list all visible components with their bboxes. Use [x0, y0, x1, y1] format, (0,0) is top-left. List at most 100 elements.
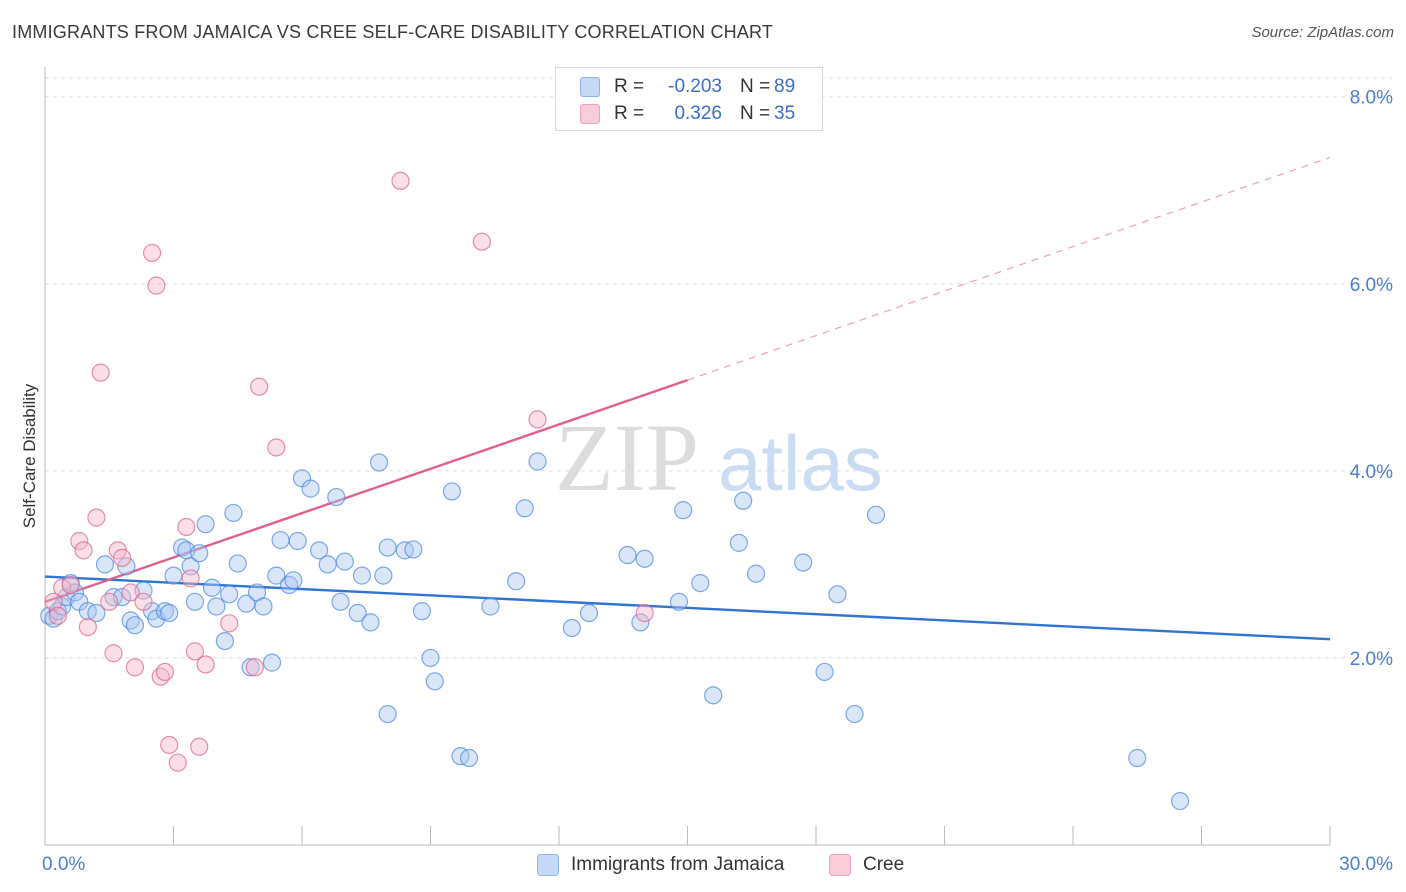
jamaica-point: [215, 631, 234, 651]
cree-point: [142, 243, 162, 263]
y-tick-label: 4.0%: [1350, 462, 1393, 483]
jamaica-point: [164, 566, 183, 585]
jamaica-point: [224, 503, 243, 523]
legend-n-value: 35: [774, 103, 796, 124]
jamaica-point: [95, 555, 115, 574]
cree-point: [78, 617, 97, 637]
watermark-zip: ZIP: [555, 404, 699, 511]
legend-n-label: N =: [740, 103, 771, 124]
cree-point: [48, 606, 67, 625]
jamaica-point: [746, 564, 766, 583]
bottom-legend-label-jamaica: Immigrants from Jamaica: [571, 854, 785, 875]
jamaica-point: [674, 501, 693, 520]
cree-point: [472, 232, 491, 251]
y-axis-label: Self-Care Disability: [20, 383, 39, 528]
jamaica-point: [618, 545, 637, 565]
jamaica-point: [196, 515, 215, 534]
jamaica-point: [459, 748, 479, 768]
bottom-legend-jamaica: Immigrants from Jamaica: [537, 852, 784, 878]
jamaica-point: [254, 597, 273, 616]
jamaica-point: [207, 597, 226, 616]
cree-point: [196, 655, 215, 674]
jamaica-point: [327, 487, 346, 507]
cree-point: [147, 276, 166, 295]
jamaica-point: [1128, 748, 1147, 768]
cree-point: [70, 531, 89, 551]
cree-point: [245, 658, 264, 677]
jamaica-point: [288, 531, 307, 551]
jamaica-point: [631, 613, 650, 632]
cree-point: [134, 592, 153, 611]
cree-trend-extension: [687, 156, 1331, 381]
jamaica-point: [374, 566, 393, 585]
jamaica-point: [202, 578, 222, 597]
jamaica-point: [335, 552, 354, 571]
cree-trend-line: [44, 378, 688, 603]
y-tick-label: 2.0%: [1350, 649, 1393, 670]
jamaica-point: [442, 482, 462, 501]
jamaica-point: [669, 592, 689, 611]
bottom-legend-swatch-cree: [829, 854, 851, 876]
jamaica-point: [352, 566, 372, 585]
jamaica-point: [704, 686, 723, 705]
cree-point: [168, 753, 187, 772]
jamaica-point: [190, 544, 209, 563]
cree-point: [250, 377, 269, 396]
jamaica-point: [262, 653, 282, 672]
jamaica-point: [635, 549, 654, 568]
cree-point: [74, 541, 93, 560]
x-tick-label: 0.0%: [42, 854, 85, 875]
cree-point: [160, 735, 179, 755]
jamaica-point: [241, 658, 260, 677]
jamaica-point: [1170, 791, 1190, 811]
jamaica-point: [845, 704, 864, 724]
jamaica-point: [794, 553, 813, 572]
tick-labels: 2.0% 4.0% 6.0% 8.0% 0.0% 30.0% Self-Care Disab…: [20, 88, 1393, 875]
jamaica-point: [271, 530, 290, 550]
legend-r-label: R =: [614, 103, 645, 124]
jamaica-point: [421, 648, 440, 668]
data-points: [40, 171, 1190, 811]
grid-lines: [45, 77, 1392, 659]
cree-point: [61, 575, 80, 595]
jamaica-point: [318, 555, 337, 574]
cree-point: [44, 592, 63, 611]
cree-point: [391, 171, 410, 190]
jamaica-trend-line: [44, 575, 1331, 641]
jamaica-point: [348, 603, 367, 623]
jamaica-point: [185, 592, 205, 611]
cree-point: [125, 658, 145, 677]
jamaica-point: [562, 618, 581, 638]
cree-point: [112, 548, 132, 567]
x-tick-label: 30.0%: [1339, 854, 1393, 875]
cree-point: [528, 410, 547, 429]
bottom-legend-swatch-jamaica: [537, 854, 559, 876]
jamaica-point: [815, 662, 834, 682]
cree-point: [177, 517, 196, 537]
jamaica-point: [729, 533, 749, 552]
jamaica-point: [579, 603, 599, 623]
jamaica-point: [378, 704, 397, 724]
jamaica-point: [117, 557, 136, 576]
cree-point: [185, 642, 205, 661]
jamaica-point: [828, 585, 847, 604]
jamaica-point: [378, 538, 397, 557]
jamaica-point: [515, 499, 534, 518]
cree-point: [190, 737, 209, 756]
jamaica-point: [310, 541, 329, 560]
jamaica-point: [691, 573, 710, 593]
cree-point: [121, 583, 140, 602]
jamaica-point: [361, 613, 380, 632]
jamaica-point: [301, 479, 320, 498]
cree-point: [91, 363, 110, 382]
cree-point: [100, 592, 119, 611]
legend-n-value: 89: [774, 76, 796, 97]
jamaica-point: [734, 491, 753, 510]
cree-point: [267, 438, 286, 457]
jamaica-point: [425, 672, 444, 691]
legend-row-jamaica: R = -0.203 N = 89: [580, 73, 795, 101]
cree-point: [220, 614, 239, 633]
jamaica-point: [404, 540, 423, 559]
jamaica-point: [507, 572, 526, 591]
